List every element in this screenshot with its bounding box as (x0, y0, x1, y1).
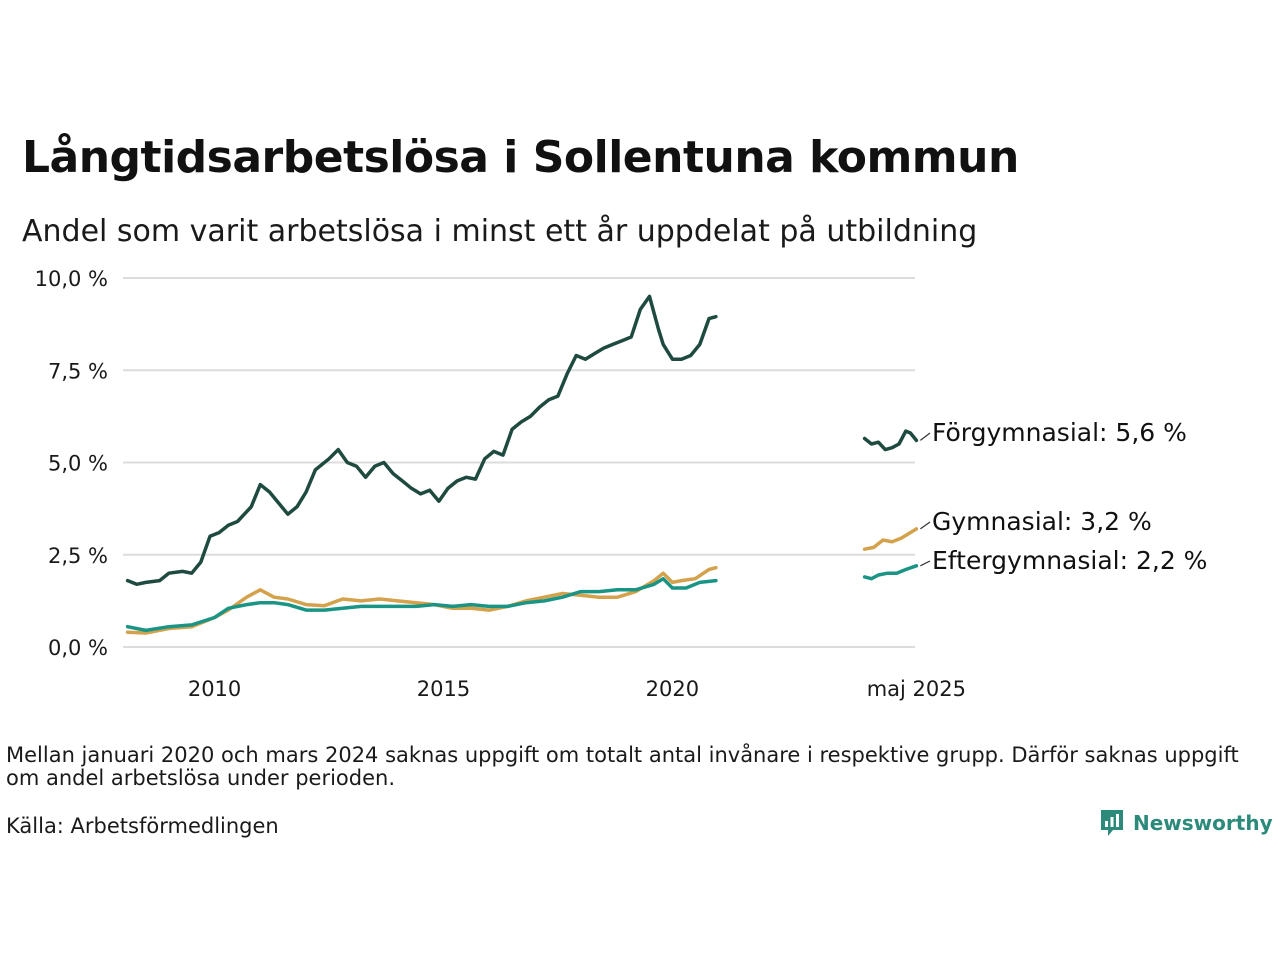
series-end-label-eftergymnasial: Eftergymnasial: 2,2 % (932, 546, 1207, 575)
series-line-förgymnasial (125, 294, 718, 587)
series-end-label-förgymnasial: Förgymnasial: 5,6 % (932, 418, 1187, 447)
x-axis-ticks: 2010 2015 2020 maj 2025 (188, 677, 966, 701)
y-tick-label: 5,0 % (48, 452, 108, 476)
source-note: Källa: Arbetsförmedlingen (6, 814, 279, 838)
y-tick-label: 10,0 % (35, 267, 108, 291)
x-tick-label: 2020 (646, 677, 699, 701)
line-chart: 0,0 % 2,5 % 5,0 % 7,5 % 10,0 % 2010 2015 2020 m… (35, 267, 1208, 701)
label-connector (920, 560, 931, 567)
series-end-labels: Förgymnasial: 5,6 % Gymnasial: 3,2 % Efter… (920, 418, 1207, 575)
newsworthy-logo-icon (1101, 810, 1123, 836)
chart-subtitle: Andel som varit arbetslösa i minst ett å… (22, 214, 978, 249)
series-line-gymnasial (862, 527, 919, 551)
brand-name: Newsworthy (1133, 811, 1273, 835)
series-line-eftergymnasial (125, 576, 718, 633)
x-tick-label: 2010 (188, 677, 241, 701)
footnote: Mellan januari 2020 och mars 2024 saknas… (6, 743, 1239, 790)
y-tick-label: 2,5 % (48, 544, 108, 568)
label-connector (920, 521, 931, 530)
series-line-eftergymnasial (862, 564, 919, 581)
label-connector (920, 432, 931, 441)
series-end-label-gymnasial: Gymnasial: 3,2 % (932, 507, 1152, 536)
gridlines (123, 277, 915, 648)
y-tick-label: 0,0 % (48, 636, 108, 660)
x-tick-label: 2015 (417, 677, 470, 701)
brand-logo: Newsworthy (1099, 808, 1273, 838)
y-tick-label: 7,5 % (48, 359, 108, 383)
chart-title: Långtidsarbetslösa i Sollentuna kommun (22, 132, 1019, 183)
series-line-förgymnasial (862, 429, 919, 452)
series-lines (125, 294, 919, 635)
x-tick-label: maj 2025 (867, 677, 966, 701)
y-axis-ticks: 0,0 % 2,5 % 5,0 % 7,5 % 10,0 % (35, 267, 108, 660)
series-line-gymnasial (125, 565, 718, 635)
